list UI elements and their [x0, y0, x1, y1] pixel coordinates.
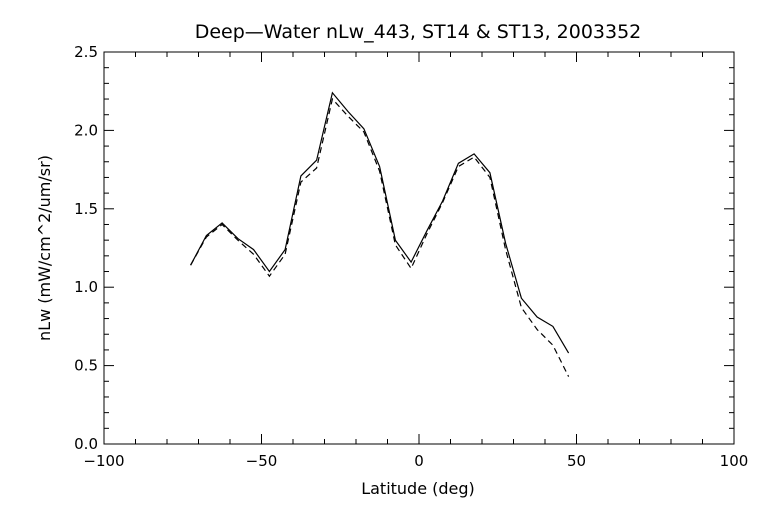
x-axis-label: Latitude (deg)	[361, 479, 475, 498]
y-tick-label: 0.0	[74, 435, 98, 453]
y-axis-label: nLw (mW/cm^2/um/sr)	[35, 155, 54, 341]
y-tick-labels: 0.0 0.5 1.0 1.5 2.0 2.5	[74, 43, 98, 453]
y-tick-label: 1.5	[74, 200, 98, 218]
x-tick-label: 50	[567, 452, 586, 470]
series-group	[190, 91, 570, 377]
series-line-dashed	[190, 97, 570, 377]
y-tick-label: 2.0	[74, 121, 98, 139]
x-tick-label: −100	[83, 452, 124, 470]
y-tick-label: 2.5	[74, 43, 98, 61]
tick-marks	[103, 51, 735, 445]
x-tick-label: −50	[246, 452, 278, 470]
y-tick-label: 0.5	[74, 357, 98, 375]
x-tick-labels: −100 −50 0 50 100	[83, 452, 748, 470]
series-line-solid	[190, 91, 570, 354]
x-tick-label: 0	[414, 452, 424, 470]
chart-title: Deep—Water nLw_443, ST14 & ST13, 2003352	[195, 21, 642, 43]
plot-frame	[103, 51, 735, 445]
x-tick-label: 100	[720, 452, 749, 470]
y-tick-label: 1.0	[74, 278, 98, 296]
